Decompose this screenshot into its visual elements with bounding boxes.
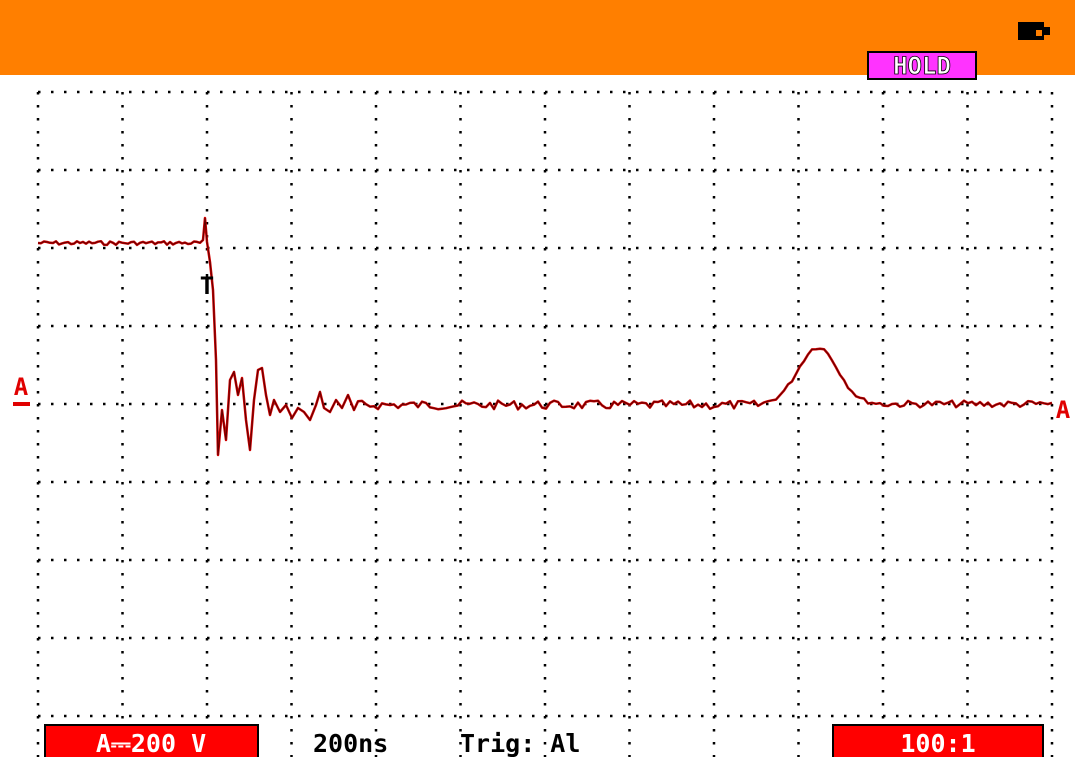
channel-marker-right: A [1056, 396, 1071, 424]
waveform-trace-shadow [37, 217, 1053, 456]
channel-marker-left: A [14, 373, 29, 401]
channel-marker-underline [13, 402, 30, 406]
hold-badge [867, 51, 977, 80]
probe-box [832, 724, 1044, 757]
trigger-label: Trig: Al [460, 729, 580, 757]
hold-label: HOLD [893, 52, 951, 80]
channel-scale-label: A⎓200 V [96, 729, 206, 757]
probe-label: 100:1 [900, 729, 975, 757]
timebase-label: 200ns [313, 729, 388, 757]
grid [36, 90, 1054, 757]
battery-icon [1018, 22, 1050, 40]
trigger-marker: T [200, 272, 214, 300]
channel-scale-box [44, 724, 259, 757]
